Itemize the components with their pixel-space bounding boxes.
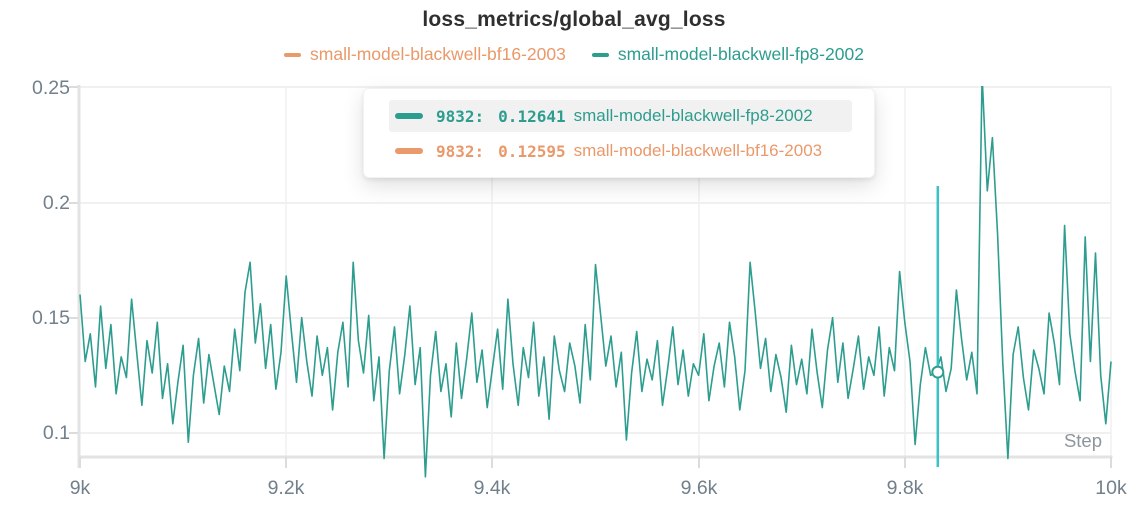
x-tick-marks [79,457,1112,468]
tooltip-value: 0.12641 [498,106,566,126]
x-tick-label: 10k [1095,477,1127,499]
legend: small-model-blackwell-bf16-2003 small-mo… [0,44,1148,65]
page-title: loss_metrics/global_avg_loss [422,8,726,31]
tooltip-row-bf16: 9832: 0.12595 small-model-blackwell-bf16… [389,135,852,167]
tooltip-swatch-orange-icon [395,148,423,154]
legend-item-fp8[interactable]: small-model-blackwell-fp8-2002 [591,44,864,65]
tooltip-swatch-teal-icon [395,113,423,119]
tooltip-step: 9832: [436,106,485,126]
gridlines-horizontal [80,86,1111,434]
y-tick-marks [69,86,78,434]
tooltip-row-fp8: 9832: 0.12641 small-model-blackwell-fp8-… [389,100,852,132]
tooltip-step: 9832: [436,141,485,161]
series-line-fp8 [79,86,1112,478]
x-tick-label: 9.6k [680,477,718,499]
x-tick-label: 9.8k [886,477,924,499]
x-tick-label: 9k [69,477,91,499]
y-tick-label: 0.1 [42,422,70,444]
legend-swatch-teal-icon [591,52,609,57]
legend-label: small-model-blackwell-bf16-2003 [310,44,566,64]
y-tick-label: 0.15 [32,307,70,329]
hover-tooltip: 9832: 0.12641 small-model-blackwell-fp8-… [363,88,875,178]
tooltip-run-name: small-model-blackwell-bf16-2003 [573,141,823,160]
x-tick-label: 9.4k [473,477,511,499]
cursor-marker [931,365,945,379]
x-axis-title: Step [1063,430,1102,451]
legend-swatch-orange-icon [284,52,302,57]
x-tick-label: 9.2k [267,477,305,499]
legend-item-bf16[interactable]: small-model-blackwell-bf16-2003 [284,44,566,65]
y-tick-label: 0.2 [42,192,70,214]
tooltip-run-name: small-model-blackwell-fp8-2002 [573,106,813,125]
legend-label: small-model-blackwell-fp8-2002 [617,44,864,64]
tooltip-value: 0.12595 [498,141,566,161]
y-tick-label: 0.25 [32,77,70,99]
